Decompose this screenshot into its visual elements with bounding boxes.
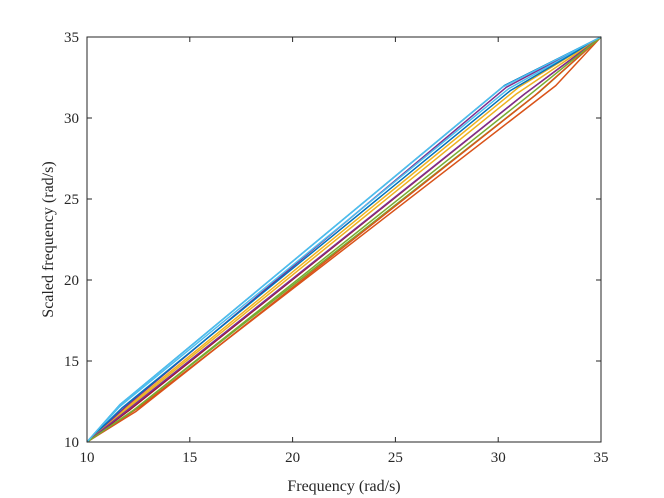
- y-tick-label: 25: [64, 192, 79, 208]
- x-tick-label: 15: [182, 450, 197, 466]
- x-tick-label: 30: [491, 450, 506, 466]
- series-layer: [86, 36, 602, 443]
- series-line-11: [86, 36, 602, 443]
- y-tick-label: 30: [64, 111, 79, 127]
- x-axis-label: Frequency (rad/s): [287, 478, 400, 495]
- y-tick-label: 15: [64, 354, 79, 370]
- x-tick-label: 20: [285, 450, 300, 466]
- y-tick-labels: 10 15 20 25 30 35: [64, 30, 79, 451]
- y-tick-label: 10: [64, 435, 79, 451]
- x-tick-label: 25: [388, 450, 403, 466]
- plot-area: 10 15 20 25 30 35 10 15 20 25 30 35: [64, 30, 609, 466]
- y-tick-label: 35: [64, 30, 79, 46]
- series-line-13: [86, 36, 602, 443]
- x-tick-labels: 10 15 20 25 30 35: [80, 450, 609, 466]
- series-line-12: [86, 36, 602, 443]
- x-tick-label: 35: [594, 450, 609, 466]
- series-line-8: [86, 36, 602, 443]
- x-tick-label: 10: [80, 450, 95, 466]
- tick-marks: [86, 36, 602, 443]
- series-line-9: [86, 36, 602, 443]
- y-axis-label: Scaled frequency (rad/s): [40, 161, 57, 317]
- y-tick-label: 20: [64, 273, 79, 289]
